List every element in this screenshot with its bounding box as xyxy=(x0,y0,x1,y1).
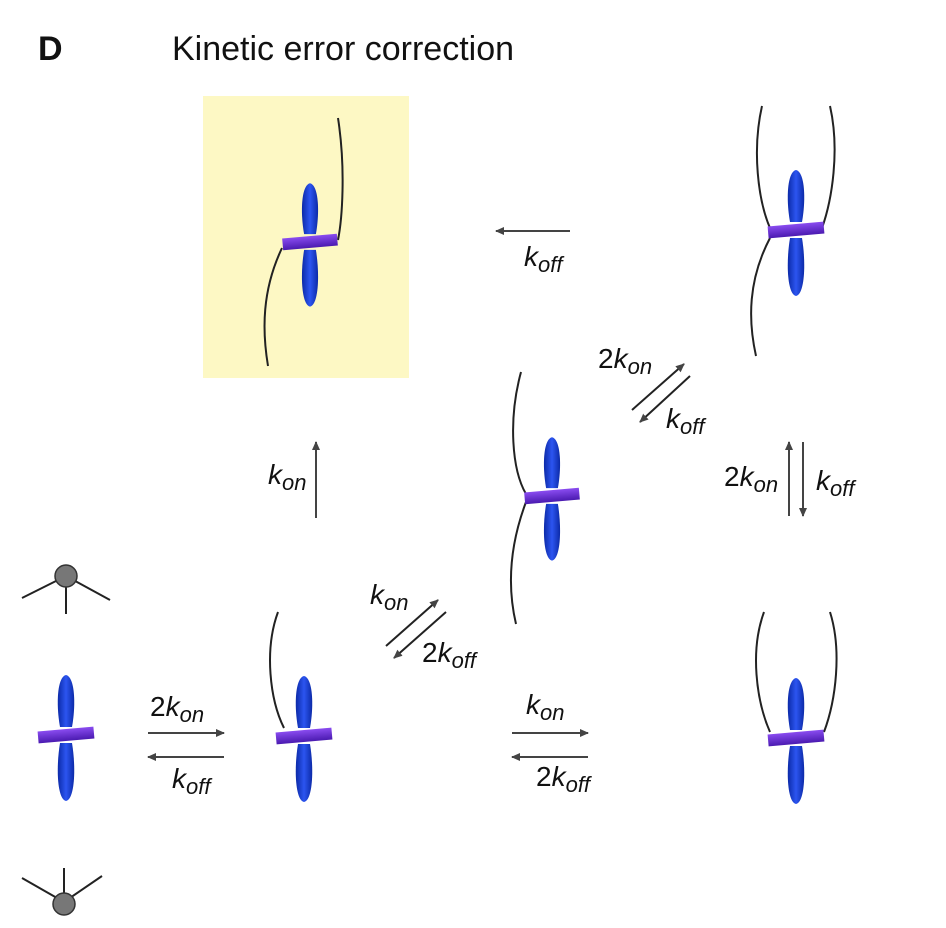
chromosome-icon xyxy=(37,675,95,801)
arrow-kon-diag-lower xyxy=(385,599,439,647)
chromosome-icon xyxy=(767,678,825,804)
figure-title: Kinetic error correction xyxy=(172,30,514,68)
rate-2kon-right: 2kon xyxy=(724,461,778,497)
rate-koff-diag-upper: koff xyxy=(666,403,707,439)
rate-2koff-bottom-right: 2koff xyxy=(536,761,593,797)
microtubule-left xyxy=(263,247,283,367)
chromosome-icon xyxy=(767,170,825,296)
state-monotelic-bottom xyxy=(269,611,333,802)
rate-2koff-diag-lower: 2koff xyxy=(422,637,479,673)
state-merotelic-middle xyxy=(509,371,580,625)
state-syntelic-top-right xyxy=(750,105,836,357)
chromosome-icon xyxy=(275,676,333,802)
arrow-koff-diag-upper xyxy=(639,375,691,423)
rate-koff-top: koff xyxy=(524,241,565,277)
microtubule-b xyxy=(509,501,527,625)
arrow-2koff-diag-lower xyxy=(393,611,447,659)
spindle-pole-top xyxy=(21,564,111,614)
microtubule-a xyxy=(755,105,771,229)
rate-koff-bottom-left: koff xyxy=(172,763,213,799)
rate-kon-diag-lower: kon xyxy=(370,579,408,615)
spindle-pole-icon xyxy=(52,892,76,916)
microtubule-right xyxy=(337,117,344,241)
state-amphitelic-highlighted xyxy=(263,117,344,367)
microtubule-c xyxy=(750,237,771,357)
rate-koff-right: koff xyxy=(816,465,857,501)
spindle-pole-bottom xyxy=(21,868,103,916)
arrow-2kon-diag-upper xyxy=(631,363,685,411)
rate-kon-up: kon xyxy=(268,459,306,495)
microtubule xyxy=(269,611,285,729)
rate-2kon-bottom-left: 2kon xyxy=(150,691,204,727)
microtubule-a xyxy=(755,611,771,733)
rate-2kon-diag-upper: 2kon xyxy=(598,343,652,379)
spindle-pole-icon xyxy=(54,564,78,588)
microtubule-a xyxy=(512,371,527,495)
microtubule-b xyxy=(821,105,836,229)
microtubule-b xyxy=(823,611,838,733)
state-syntelic-bottom-right xyxy=(755,611,838,804)
panel-letter: D xyxy=(38,30,63,68)
rate-kon-bottom-right: kon xyxy=(526,689,564,725)
chromosome-icon xyxy=(524,437,580,561)
